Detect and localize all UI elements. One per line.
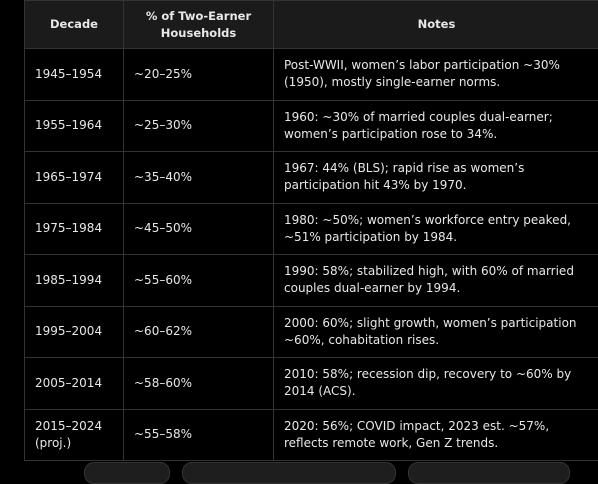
table-cell: 1990: 58%; stabilized high, with 60% of … <box>274 255 598 307</box>
table-cell: ~25–30% <box>124 100 274 152</box>
table-cell: 1967: 44% (BLS); rapid rise as women’s p… <box>274 152 598 204</box>
table-cell: 2015–2024 (proj.) <box>25 409 124 461</box>
table-cell: 1955–1964 <box>25 100 124 152</box>
table-cell: 2005–2014 <box>25 358 124 410</box>
table-cell: 2010: 58%; recession dip, recovery to ~6… <box>274 358 598 410</box>
header-cell: % of Two-Earner Households <box>124 1 274 49</box>
table-cell: ~58–60% <box>124 358 274 410</box>
table-cell: 1965–1974 <box>25 152 124 204</box>
table-cell: ~55–60% <box>124 255 274 307</box>
button[interactable] <box>408 462 570 484</box>
table-cell: 1995–2004 <box>25 306 124 358</box>
table-row: 1965–1974~35–40%1967: 44% (BLS); rapid r… <box>25 152 598 204</box>
table-row: 1945–1954~20–25%Post-WWII, women’s labor… <box>25 49 598 101</box>
table-cell: 1975–1984 <box>25 203 124 255</box>
table-row: 2005–2014~58–60%2010: 58%; recession dip… <box>25 358 598 410</box>
table-cell: ~45–50% <box>124 203 274 255</box>
button[interactable] <box>84 462 170 484</box>
header-cell: Decade <box>25 1 124 49</box>
table-row: 1995–2004~60–62%2000: 60%; slight growth… <box>25 306 598 358</box>
table-cell: 2020: 56%; COVID impact, 2023 est. ~57%,… <box>274 409 598 461</box>
button[interactable] <box>182 462 396 484</box>
table-cell: ~55–58% <box>124 409 274 461</box>
table-cell: Post-WWII, women’s labor participation ~… <box>274 49 598 101</box>
header-cell: Notes <box>274 1 598 49</box>
table-cell: ~35–40% <box>124 152 274 204</box>
table-row: 2015–2024 (proj.)~55–58%2020: 56%; COVID… <box>25 409 598 461</box>
table-cell: 1945–1954 <box>25 49 124 101</box>
table-row: 1975–1984~45–50%1980: ~50%; women’s work… <box>25 203 598 255</box>
table-body: 1945–1954~20–25%Post-WWII, women’s labor… <box>25 49 598 461</box>
table-cell: 1985–1994 <box>25 255 124 307</box>
table-cell: 2000: 60%; slight growth, women’s partic… <box>274 306 598 358</box>
table-row: 1985–1994~55–60%1990: 58%; stabilized hi… <box>25 255 598 307</box>
table-cell: ~20–25% <box>124 49 274 101</box>
table-row: 1955–1964~25–30%1960: ~30% of married co… <box>25 100 598 152</box>
table-cell: 1980: ~50%; women’s workforce entry peak… <box>274 203 598 255</box>
table-cell: 1960: ~30% of married couples dual-earne… <box>274 100 598 152</box>
table-cell: ~60–62% <box>124 306 274 358</box>
